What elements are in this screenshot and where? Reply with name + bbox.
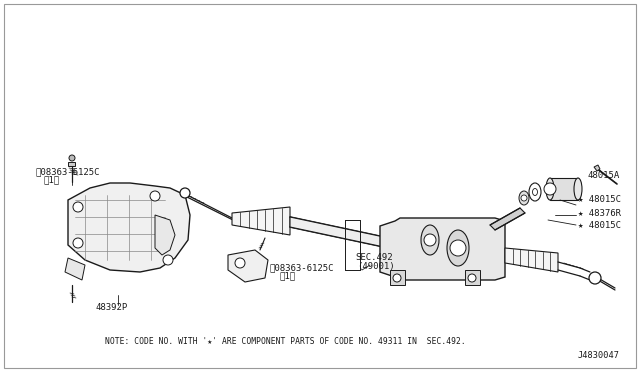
Polygon shape <box>380 218 505 280</box>
Text: ★ 48376R: ★ 48376R <box>578 208 621 218</box>
Ellipse shape <box>447 230 469 266</box>
Polygon shape <box>550 178 578 200</box>
Text: ★ 48015C: ★ 48015C <box>578 196 621 205</box>
Ellipse shape <box>574 178 582 200</box>
Polygon shape <box>390 270 405 285</box>
Polygon shape <box>594 165 600 171</box>
Text: ★ 48015C: ★ 48015C <box>578 221 621 231</box>
Ellipse shape <box>529 183 541 201</box>
Ellipse shape <box>519 191 529 205</box>
Polygon shape <box>490 208 525 230</box>
Polygon shape <box>65 258 85 280</box>
Circle shape <box>73 202 83 212</box>
Circle shape <box>450 240 466 256</box>
Circle shape <box>235 258 245 268</box>
Circle shape <box>150 191 160 201</box>
Text: NOTE: CODE NO. WITH '★' ARE COMPONENT PARTS OF CODE NO. 49311 IN  SEC.492.: NOTE: CODE NO. WITH '★' ARE COMPONENT PA… <box>105 337 466 346</box>
Polygon shape <box>68 162 75 166</box>
Text: 48392P: 48392P <box>95 304 127 312</box>
Polygon shape <box>290 217 492 270</box>
Text: J4830047: J4830047 <box>578 350 620 359</box>
Polygon shape <box>155 215 175 255</box>
Circle shape <box>393 274 401 282</box>
Circle shape <box>589 272 601 284</box>
Circle shape <box>69 155 75 161</box>
Text: ＜1＞: ＜1＞ <box>279 272 295 280</box>
Circle shape <box>73 238 83 248</box>
Ellipse shape <box>532 189 538 196</box>
Circle shape <box>521 195 527 201</box>
Circle shape <box>424 234 436 246</box>
Circle shape <box>544 183 556 195</box>
Text: 48015A: 48015A <box>588 170 620 180</box>
Circle shape <box>180 188 190 198</box>
Circle shape <box>163 255 173 265</box>
Polygon shape <box>505 248 558 272</box>
Circle shape <box>468 274 476 282</box>
Polygon shape <box>68 183 190 272</box>
Text: SEC.492: SEC.492 <box>355 253 392 263</box>
Polygon shape <box>228 250 268 282</box>
Polygon shape <box>232 207 290 235</box>
Text: ＜1＞: ＜1＞ <box>44 176 60 185</box>
Text: Ⓑ08363-6125C: Ⓑ08363-6125C <box>35 167 99 176</box>
Polygon shape <box>465 270 480 285</box>
Ellipse shape <box>421 225 439 255</box>
Text: Ⓑ08363-6125C: Ⓑ08363-6125C <box>270 263 335 273</box>
Text: (49001): (49001) <box>357 262 395 270</box>
Ellipse shape <box>546 178 554 200</box>
